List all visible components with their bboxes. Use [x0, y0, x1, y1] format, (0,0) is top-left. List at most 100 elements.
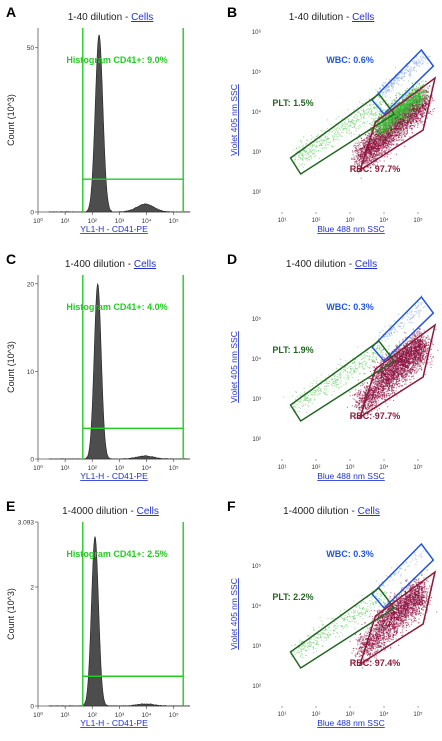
rbc-event	[386, 130, 388, 132]
rbc-event	[391, 128, 393, 130]
rbc-event	[371, 150, 373, 152]
rbc-event	[384, 138, 386, 140]
rbc-event	[413, 106, 415, 108]
rbc-event	[377, 144, 379, 146]
rbc-event	[415, 120, 417, 122]
rbc-event	[407, 121, 409, 123]
rbc-event	[377, 151, 379, 153]
rbc-event	[389, 137, 391, 139]
rbc-event	[385, 155, 387, 157]
rbc-event	[414, 113, 416, 115]
rbc-event	[396, 115, 398, 117]
rbc-event	[367, 141, 369, 143]
rbc-event	[396, 117, 398, 119]
rbc-event	[364, 163, 366, 165]
rbc-event	[356, 138, 358, 140]
rbc-event	[367, 159, 369, 161]
rbc-event	[400, 127, 402, 129]
rbc-event	[375, 129, 377, 131]
rbc-event	[361, 157, 363, 159]
rbc-event	[352, 158, 354, 160]
rbc-event	[399, 105, 401, 107]
rbc-event	[390, 126, 392, 128]
rbc-event	[410, 93, 412, 95]
rbc-event	[386, 147, 388, 149]
rbc-event	[372, 138, 374, 140]
rbc-event	[393, 111, 395, 113]
rbc-event	[383, 116, 385, 118]
rbc-event	[402, 103, 404, 105]
rbc-event	[372, 148, 374, 150]
rbc-event	[389, 118, 391, 120]
rbc-event	[357, 154, 359, 156]
rbc-event	[354, 144, 356, 146]
rbc-event	[415, 116, 417, 118]
rbc-event	[387, 150, 389, 152]
rbc-event	[388, 128, 390, 130]
rbc-event	[351, 157, 353, 159]
rbc-event	[422, 92, 424, 94]
rbc-event	[366, 156, 368, 158]
rbc-event	[382, 133, 384, 135]
rbc-event	[403, 128, 405, 130]
rbc-event	[404, 96, 406, 98]
rbc-event	[367, 135, 369, 137]
rbc-event	[361, 154, 363, 156]
rbc-event	[407, 113, 409, 115]
rbc-event	[408, 113, 410, 115]
rbc-event	[383, 142, 385, 144]
rbc-event	[397, 132, 399, 134]
rbc-event	[397, 112, 399, 114]
rbc-event	[423, 91, 425, 93]
rbc-event	[353, 156, 355, 158]
rbc-event	[409, 104, 411, 106]
rbc-event	[405, 110, 407, 112]
rbc-event	[425, 100, 427, 102]
rbc-event	[408, 90, 410, 92]
rbc-event	[400, 122, 402, 124]
rbc-event	[392, 130, 394, 132]
rbc-event	[377, 144, 379, 146]
rbc-event	[382, 143, 384, 145]
rbc-event	[391, 131, 393, 133]
rbc-event	[362, 140, 364, 142]
rbc-event	[365, 146, 367, 148]
rbc-event	[367, 163, 369, 165]
rbc-event	[385, 139, 387, 141]
rbc-event	[405, 115, 407, 117]
rbc-event	[398, 113, 400, 115]
rbc-event	[386, 146, 388, 148]
cells-gate-link[interactable]: Cells	[352, 12, 375, 23]
rbc-event	[379, 141, 381, 143]
rbc-event	[384, 135, 386, 137]
rbc-event	[387, 140, 389, 142]
rbc-event	[400, 115, 402, 117]
rbc-event	[398, 118, 400, 120]
rbc-event	[366, 141, 368, 143]
rbc-event	[373, 148, 375, 150]
rbc-event	[392, 132, 394, 134]
rbc-event	[375, 143, 377, 145]
rbc-event	[393, 137, 395, 139]
rbc-event	[424, 94, 426, 96]
rbc-event	[363, 152, 365, 154]
rbc-event	[415, 90, 417, 92]
rbc-event	[364, 144, 366, 146]
rbc-event	[398, 122, 400, 124]
rbc-event	[375, 140, 377, 142]
rbc-event	[394, 117, 396, 119]
rbc-event	[396, 96, 398, 98]
rbc-event	[355, 170, 357, 172]
rbc-event	[382, 124, 384, 126]
rbc-event	[383, 134, 385, 136]
rbc-event	[377, 149, 379, 151]
cells-gate-link[interactable]: Cells	[131, 12, 154, 23]
rbc-event	[422, 85, 424, 87]
rbc-event	[374, 135, 376, 137]
rbc-event	[402, 114, 404, 116]
rbc-event	[403, 118, 405, 120]
rbc-event	[393, 110, 395, 112]
rbc-event	[390, 119, 392, 121]
rbc-event	[408, 94, 410, 96]
rbc-event	[379, 152, 381, 154]
